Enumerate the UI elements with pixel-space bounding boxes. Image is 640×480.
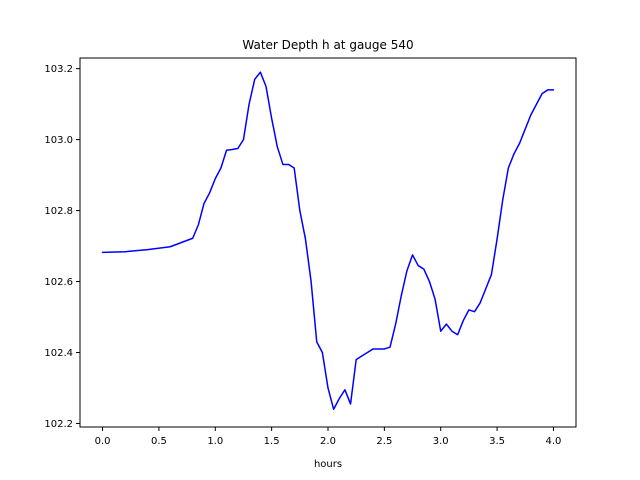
plot-area (79, 57, 577, 428)
x-axis-label: hours (314, 459, 342, 470)
x-tick-label: 0.0 (95, 436, 111, 447)
x-tick-label: 2.5 (376, 436, 392, 447)
y-tick-label: 103.2 (44, 64, 73, 75)
x-tick-label: 3.5 (489, 436, 505, 447)
x-axis: 0.0 0.5 1.0 1.5 2.0 2.5 3.0 3.5 4.0 (95, 427, 562, 447)
x-tick-label: 2.0 (320, 436, 336, 447)
y-tick-label: 102.4 (44, 348, 73, 359)
y-tick-label: 102.2 (44, 419, 73, 430)
x-tick-label: 1.5 (264, 436, 280, 447)
x-tick-label: 3.0 (433, 436, 449, 447)
x-tick-label: 0.5 (151, 436, 167, 447)
x-tick-label: 4.0 (546, 436, 562, 447)
plot-frame (79, 57, 577, 428)
y-tick-label: 102.6 (44, 277, 73, 288)
y-axis: 102.2 102.4 102.6 102.8 103.0 103.2 (44, 64, 80, 430)
x-tick-label: 1.0 (207, 436, 223, 447)
series-line-0 (101, 71, 555, 411)
y-tick-label: 102.8 (44, 206, 73, 217)
chart-title: Water Depth h at gauge 540 (242, 38, 413, 52)
y-tick-label: 103.0 (44, 135, 73, 146)
